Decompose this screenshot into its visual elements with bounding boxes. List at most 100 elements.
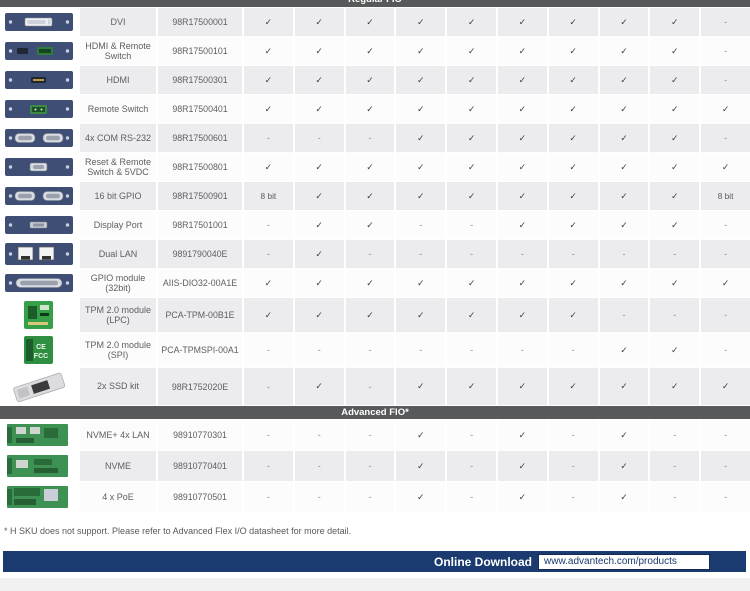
module-name: GPIO module (32bit) [80, 269, 156, 297]
not-supported-dash: - [447, 240, 496, 268]
not-supported-dash: - [548, 420, 598, 450]
not-supported-dash: - [701, 451, 750, 481]
table-row: NVME 98910770401- - - ✓ - ✓ - ✓ - - [0, 451, 750, 481]
not-supported-dash: - [294, 124, 344, 152]
support-check: ✓ [650, 182, 700, 210]
table-row: CE FCC TPM 2.0 module (SPI) PCA-TPMSPI-00A1… [0, 333, 750, 367]
support-check: ✓ [294, 95, 344, 123]
support-check: ✓ [599, 37, 649, 65]
support-check: ✓ [345, 153, 395, 181]
support-check: ✓ [599, 182, 649, 210]
not-supported-dash: - [548, 240, 598, 268]
not-supported-dash: - [548, 333, 598, 367]
part-number: 98910770501 [158, 482, 242, 512]
support-note: 8 bit [244, 182, 293, 210]
support-check: ✓ [599, 482, 649, 512]
ssd-kit-image [0, 368, 78, 405]
support-check: ✓ [447, 8, 496, 36]
support-check: ✓ [244, 8, 293, 36]
not-supported-dash: - [650, 451, 700, 481]
not-supported-dash: - [447, 420, 496, 450]
support-check: ✓ [497, 153, 547, 181]
support-check: ✓ [701, 95, 750, 123]
support-check: ✓ [599, 269, 649, 297]
support-check: ✓ [244, 298, 293, 332]
not-supported-dash: - [497, 240, 547, 268]
not-supported-dash: - [599, 298, 649, 332]
module-name: HDMI & Remote Switch [80, 37, 156, 65]
support-check: ✓ [548, 298, 598, 332]
footnote: * H SKU does not support. Please refer t… [4, 526, 352, 536]
support-check: ✓ [497, 211, 547, 239]
support-check: ✓ [345, 182, 395, 210]
tpm-spi-module-image: CE FCC [0, 333, 78, 367]
part-number: 98R17500901 [158, 182, 242, 210]
support-check: ✓ [650, 333, 700, 367]
support-check: ✓ [447, 153, 496, 181]
support-check: ✓ [447, 37, 496, 65]
part-number: 98R17501001 [158, 211, 242, 239]
support-check: ✓ [396, 95, 446, 123]
not-supported-dash: - [447, 451, 496, 481]
support-check: ✓ [650, 66, 700, 94]
online-download-label: Online Download [434, 554, 532, 569]
module-name: TPM 2.0 module (SPI) [80, 333, 156, 367]
not-supported-dash: - [244, 368, 293, 405]
module-name: DVI [80, 8, 156, 36]
support-check: ✓ [447, 298, 496, 332]
not-supported-dash: - [701, 298, 750, 332]
support-check: ✓ [548, 8, 598, 36]
support-check: ✓ [599, 8, 649, 36]
support-check: ✓ [650, 37, 700, 65]
module-name: TPM 2.0 module (LPC) [80, 298, 156, 332]
support-check: ✓ [701, 269, 750, 297]
support-check: ✓ [396, 124, 446, 152]
not-supported-dash: - [244, 482, 293, 512]
support-check: ✓ [599, 211, 649, 239]
section-label: Advanced FIO* [341, 407, 409, 418]
table-row: Remote Switch 98R17500401 ✓ ✓ ✓ ✓ ✓ ✓ ✓ ✓ ✓ ✓ [0, 95, 750, 123]
not-supported-dash: - [701, 8, 750, 36]
com-rs232-bracket-image [0, 124, 78, 152]
part-number: 98R17500401 [158, 95, 242, 123]
support-check: ✓ [599, 368, 649, 405]
not-supported-dash: - [244, 451, 293, 481]
not-supported-dash: - [345, 124, 395, 152]
not-supported-dash: - [244, 420, 293, 450]
support-check: ✓ [599, 153, 649, 181]
support-check: ✓ [650, 153, 700, 181]
support-check: ✓ [294, 182, 344, 210]
support-check: ✓ [497, 420, 547, 450]
not-supported-dash: - [345, 420, 395, 450]
part-number: PCA-TPM-00B1E [158, 298, 242, 332]
support-check: ✓ [396, 8, 446, 36]
not-supported-dash: - [294, 333, 344, 367]
support-check: ✓ [599, 333, 649, 367]
part-number: 98R17500001 [158, 8, 242, 36]
support-check: ✓ [294, 211, 344, 239]
table-row: TPM 2.0 module (LPC) PCA-TPM-00B1E ✓ ✓ ✓ ✓ ✓ ✓ ✓… [0, 298, 750, 332]
part-number: PCA-TPMSPI-00A1 [158, 333, 242, 367]
gpio16-bracket-image [0, 182, 78, 210]
support-check: ✓ [548, 95, 598, 123]
remote-switch-bracket-image [0, 95, 78, 123]
support-check: ✓ [497, 269, 547, 297]
support-check: ✓ [345, 37, 395, 65]
module-name: NVME+ 4x LAN [80, 420, 156, 450]
not-supported-dash: - [650, 298, 700, 332]
display-port-bracket-image [0, 211, 78, 239]
download-url-link[interactable]: www.advantech.com/products [538, 553, 710, 570]
support-check: ✓ [497, 8, 547, 36]
nvme-board-image [0, 451, 78, 481]
not-supported-dash: - [447, 333, 496, 367]
table-row: 4x COM RS-232 98R17500601- - - ✓ ✓ ✓ ✓ ✓ ✓ - [0, 124, 750, 152]
not-supported-dash: - [447, 211, 496, 239]
support-check: ✓ [345, 95, 395, 123]
support-check: ✓ [650, 124, 700, 152]
table-row: GPIO module (32bit) AIIS-DIO32-00A1E ✓ ✓ ✓ ✓ ✓… [0, 269, 750, 297]
not-supported-dash: - [599, 240, 649, 268]
module-name: 16 bit GPIO [80, 182, 156, 210]
module-name: Dual LAN [80, 240, 156, 268]
support-check: ✓ [548, 37, 598, 65]
table-row: Reset & Remote Switch & 5VDC 98R17500801 ✓… [0, 153, 750, 181]
